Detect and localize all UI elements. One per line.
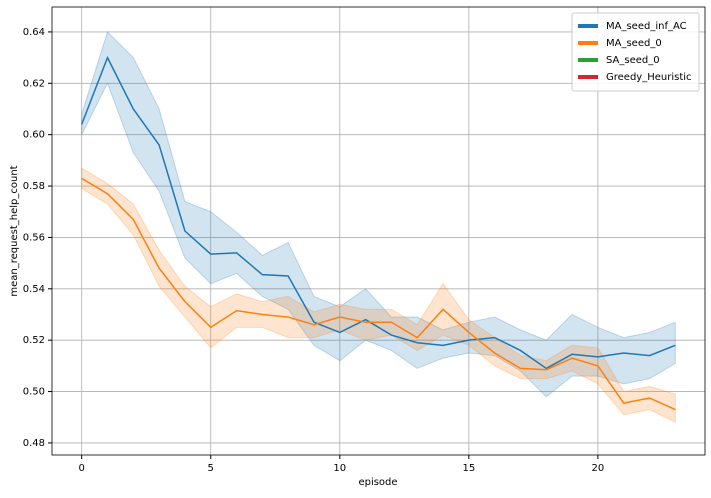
legend-label: MA_seed_inf_AC bbox=[606, 21, 687, 32]
legend-label: Greedy_Heuristic bbox=[606, 72, 692, 83]
series-line bbox=[80, 55, 676, 370]
x-tick-label: 15 bbox=[462, 463, 475, 474]
y-tick-label: 0.54 bbox=[23, 284, 45, 295]
y-tick-label: 0.48 bbox=[23, 438, 45, 449]
y-tick-label: 0.50 bbox=[23, 387, 45, 398]
y-tick-label: 0.56 bbox=[23, 232, 45, 243]
y-tick-label: 0.64 bbox=[23, 27, 45, 38]
legend-label: SA_seed_0 bbox=[606, 55, 660, 66]
x-axis-label: episode bbox=[358, 477, 397, 488]
y-tick-label: 0.58 bbox=[23, 181, 45, 192]
x-tick-label: 0 bbox=[78, 463, 84, 474]
series-line bbox=[81, 177, 676, 411]
confidence-band bbox=[81, 167, 676, 424]
y-tick-label: 0.60 bbox=[23, 130, 45, 141]
y-axis-label: mean_request_help_count bbox=[9, 165, 20, 296]
y-tick-label: 0.62 bbox=[23, 78, 45, 89]
legend-label: MA_seed_0 bbox=[606, 38, 662, 49]
y-tick-label: 0.52 bbox=[23, 335, 45, 346]
x-tick-label: 5 bbox=[208, 463, 214, 474]
x-tick-label: 20 bbox=[592, 463, 605, 474]
legend-box bbox=[571, 12, 700, 92]
confidence-band bbox=[81, 30, 676, 398]
plot-frame bbox=[51, 6, 706, 456]
x-tick-label: 10 bbox=[333, 463, 346, 474]
legend: MA_seed_inf_AC MA_seed_0 SA_seed_0 Greedy_H… bbox=[571, 12, 700, 92]
